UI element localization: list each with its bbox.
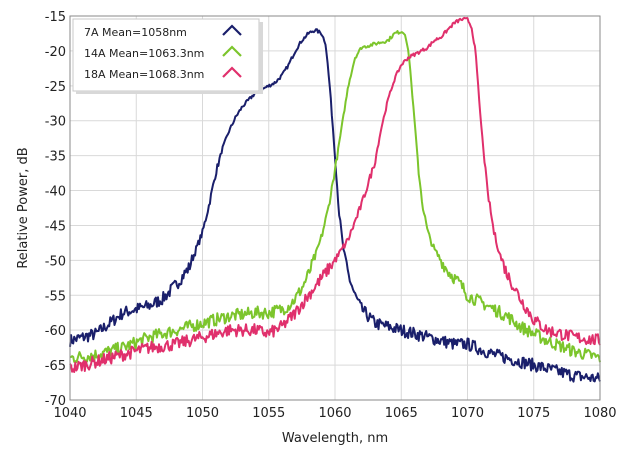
- y-tick-label: -45: [45, 219, 66, 234]
- y-tick-label: -60: [45, 324, 66, 339]
- x-tick-label: 1050: [186, 406, 219, 421]
- plot-frame: [69, 15, 601, 401]
- legend-shadow: [259, 22, 263, 94]
- y-tick-label: -25: [45, 80, 66, 95]
- x-tick-label: 1075: [517, 406, 550, 421]
- series-line-3: [69, 16, 601, 373]
- legend-label: 14A Mean=1063.3nm: [84, 47, 204, 60]
- series-line-2: [69, 30, 601, 364]
- y-tick-label: -30: [45, 115, 66, 130]
- series-line-1: [69, 28, 601, 383]
- y-axis-title: Relative Power, dB: [16, 147, 31, 268]
- y-tick-label: -15: [45, 10, 66, 25]
- legend-label: 7A Mean=1058nm: [84, 26, 187, 39]
- x-tick-label: 1055: [252, 406, 285, 421]
- x-tick-label: 1060: [318, 406, 351, 421]
- x-tick-label: 1040: [53, 406, 86, 421]
- y-tick-label: -40: [45, 185, 66, 200]
- tick-labels: 1040 1045 1050 1055 1060 1065 1070 1075 1080 -15 -…: [45, 10, 617, 421]
- series-lines: [69, 16, 601, 383]
- x-tick-label: 1080: [583, 406, 616, 421]
- legend-marker: [222, 24, 242, 36]
- x-tick-label: 1065: [385, 406, 418, 421]
- y-tick-label: -20: [45, 45, 66, 60]
- y-tick-label: -70: [45, 394, 66, 409]
- y-tick-label: -50: [45, 254, 66, 269]
- x-tick-label: 1070: [451, 406, 484, 421]
- y-tick-label: -35: [45, 150, 66, 165]
- legend-label: 18A Mean=1068.3nm: [84, 68, 204, 81]
- y-tick-label: -65: [45, 359, 66, 374]
- legend: 7A Mean=1058nm 14A Mean=1063.3nm 18A Mean=…: [72, 18, 263, 94]
- legend-marker: [222, 45, 242, 57]
- legend-marker: [222, 66, 242, 78]
- legend-shadow: [76, 91, 263, 94]
- x-tick-label: 1045: [120, 406, 153, 421]
- x-axis-title: Wavelength, nm: [282, 431, 388, 446]
- y-tick-label: -55: [45, 289, 66, 304]
